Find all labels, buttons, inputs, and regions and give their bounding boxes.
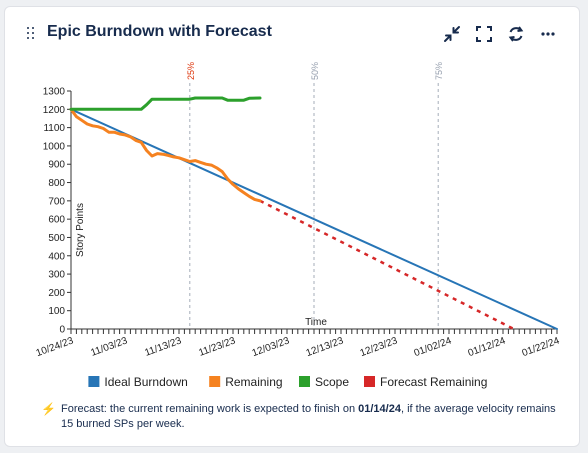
lightning-icon: ⚡ <box>41 402 56 416</box>
x-tick-label: 01/12/24 <box>467 335 508 359</box>
fullscreen-button[interactable] <box>471 21 497 47</box>
minimize-icon <box>444 26 460 42</box>
forecast-date: 01/14/24 <box>358 403 401 415</box>
drag-handle-icon[interactable] <box>27 27 37 41</box>
legend-label: Remaining <box>225 375 282 389</box>
x-tick-label: 11/13/23 <box>143 335 183 359</box>
y-tick-label: 0 <box>59 325 65 336</box>
x-tick-label: 10/24/23 <box>35 335 76 359</box>
y-tick-label: 400 <box>48 251 65 262</box>
refresh-button[interactable] <box>503 21 529 47</box>
legend-label: Scope <box>315 375 349 389</box>
x-tick-label: 12/23/23 <box>359 335 400 359</box>
y-tick-label: 1000 <box>43 141 66 152</box>
legend-swatch <box>364 376 375 387</box>
more-options-button[interactable] <box>535 21 561 47</box>
y-tick-label: 100 <box>48 306 65 317</box>
y-tick-label: 800 <box>48 178 65 189</box>
y-tick-label: 700 <box>48 196 65 207</box>
x-tick-label: 11/03/23 <box>89 335 129 359</box>
progress-marker-label: 25% <box>186 62 196 80</box>
x-tick-label: 01/22/24 <box>521 335 562 359</box>
series-line-forecast-remaining <box>259 199 515 331</box>
progress-marker-label: 50% <box>310 62 320 80</box>
more-options-icon <box>541 32 555 36</box>
y-tick-label: 300 <box>48 270 65 281</box>
y-tick-label: 900 <box>48 160 65 171</box>
legend-swatch <box>88 376 100 387</box>
y-axis-label: Story Points <box>75 203 86 257</box>
epic-burndown-widget: Epic Burndown with Forecast <box>4 6 580 447</box>
y-tick-label: 500 <box>48 233 65 244</box>
x-tick-label: 12/03/23 <box>251 335 292 359</box>
series-line-remaining <box>69 107 262 203</box>
y-tick-label: 600 <box>48 215 65 226</box>
x-axis-label: Time <box>305 317 327 328</box>
legend-swatch <box>209 376 221 387</box>
y-tick-label: 1100 <box>43 123 65 134</box>
forecast-note-suffix: , if the average velocity remains 15 bur… <box>61 403 556 430</box>
legend-label: Ideal Burndown <box>104 375 187 389</box>
x-tick-label: 11/23/23 <box>197 335 237 359</box>
legend-label: Forecast Remaining <box>380 375 487 389</box>
widget-header: Epic Burndown with Forecast <box>5 7 579 59</box>
y-tick-label: 200 <box>48 288 65 299</box>
forecast-note: ⚡ Forecast: the current remaining work i… <box>41 402 561 432</box>
legend-swatch <box>299 376 310 387</box>
minimize-button[interactable] <box>439 21 465 47</box>
progress-marker-label: 75% <box>434 62 444 80</box>
refresh-icon <box>508 26 524 42</box>
y-tick-label: 1300 <box>43 87 66 98</box>
y-tick-label: 1200 <box>43 105 66 116</box>
widget-title: Epic Burndown with Forecast <box>47 23 272 40</box>
series-line-ideal-burndown <box>70 108 558 330</box>
series-line-scope <box>69 96 262 111</box>
fullscreen-icon <box>476 26 492 42</box>
burndown-chart-svg: 25% 50% 75% 0 100 200 300 400 500 600 700 800 900 100… <box>35 62 562 389</box>
x-tick-label: 01/02/24 <box>413 335 454 359</box>
x-tick-label: 12/13/23 <box>305 335 346 359</box>
forecast-note-prefix: Forecast: the current remaining work is … <box>61 403 359 415</box>
burndown-chart: 25% 50% 75% 0 100 200 300 400 500 600 700 800 900 100… <box>5 59 581 399</box>
